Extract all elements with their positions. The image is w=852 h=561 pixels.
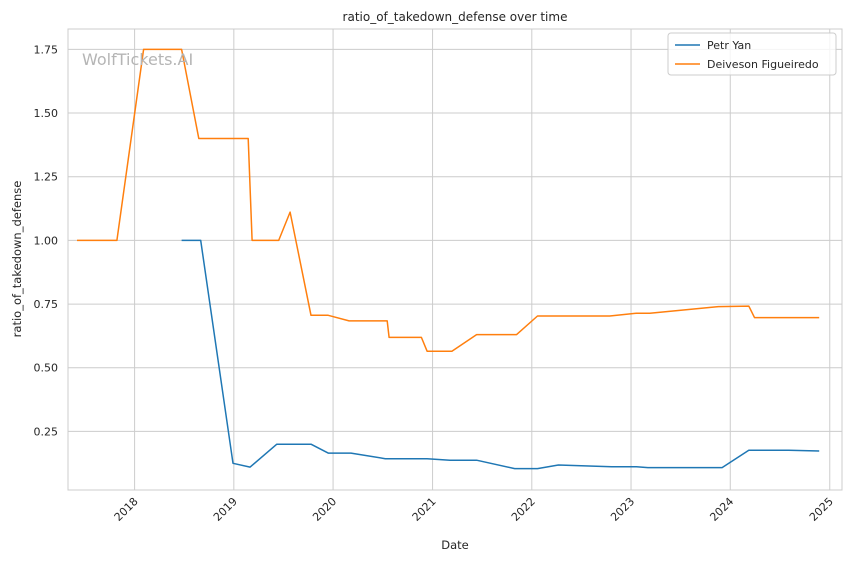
legend-label-deiveson-figueiredo: Deiveson Figueiredo (707, 58, 819, 71)
y-tick-label: 0.75 (34, 298, 59, 311)
legend: Petr Yan Deiveson Figueiredo (667, 32, 837, 76)
grid (68, 29, 842, 490)
series-lines (77, 48, 820, 470)
watermark: WolfTickets.AI (82, 50, 193, 69)
x-tick-label: 2024 (707, 495, 736, 524)
y-axis-label: ratio_of_takedown_defense (10, 181, 24, 338)
x-tick-label: 2020 (310, 495, 339, 524)
legend-label-petr-yan: Petr Yan (707, 39, 751, 52)
y-tick-label: 1.50 (34, 107, 59, 120)
y-tick-label: 0.25 (34, 425, 59, 438)
x-tick-label: 2019 (211, 495, 240, 524)
plot-area-frame (67, 28, 843, 491)
x-axis-label: Date (441, 538, 469, 552)
series-line-petr-yan (181, 239, 820, 470)
y-tick-label: 0.50 (34, 362, 59, 375)
x-axis-ticks: 2018 2019 2020 2021 2022 2023 2024 2025 (112, 495, 836, 524)
x-tick-label: 2023 (608, 495, 637, 524)
x-tick-label: 2021 (410, 495, 439, 524)
x-tick-label: 2022 (509, 495, 538, 524)
y-axis-ticks: 0.25 0.50 0.75 1.00 1.25 1.50 1.75 (34, 43, 59, 438)
series-line-deiveson-figueiredo (77, 48, 820, 352)
y-tick-label: 1.00 (34, 234, 59, 247)
x-tick-label: 2025 (807, 495, 836, 524)
y-tick-label: 1.25 (34, 171, 59, 184)
legend-box (667, 32, 837, 76)
chart-title: ratio_of_takedown_defense over time (343, 10, 568, 24)
x-tick-label: 2018 (112, 495, 141, 524)
y-tick-label: 1.75 (34, 43, 59, 56)
